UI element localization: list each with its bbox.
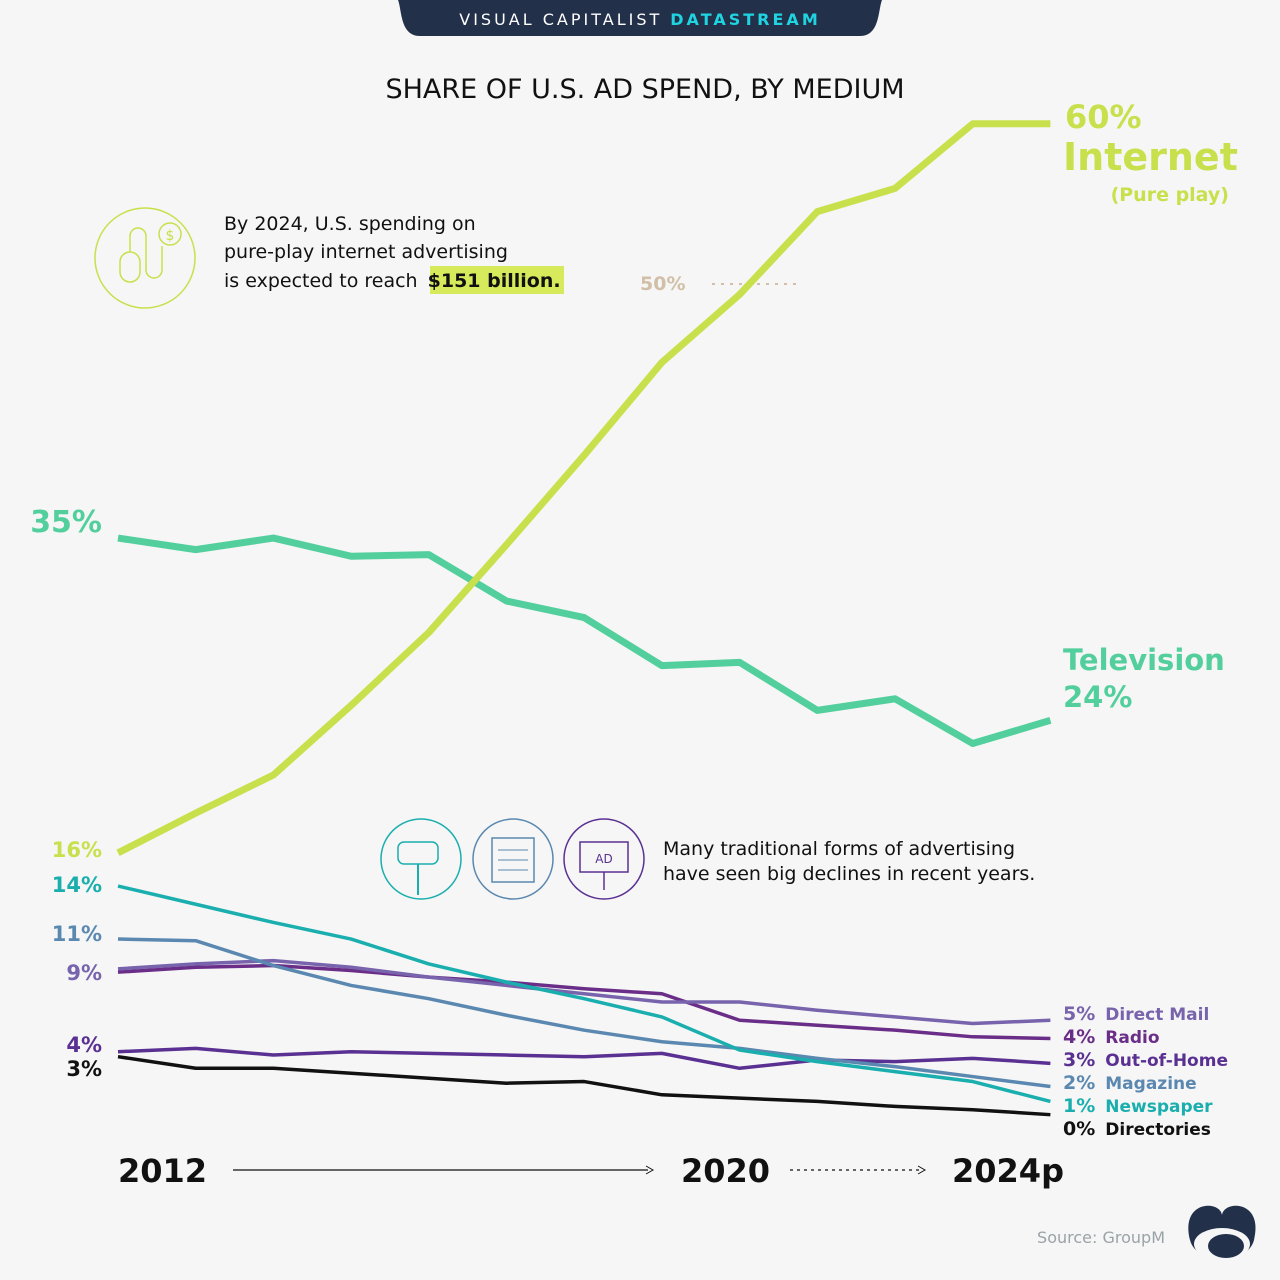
note-line: By 2024, U.S. spending on bbox=[224, 213, 476, 235]
x-tick-2024p: 2024p bbox=[952, 1152, 1064, 1190]
directories-start-label: 3% bbox=[66, 1057, 102, 1081]
binoculars-piggy-logo bbox=[1188, 1205, 1256, 1260]
highlight-box bbox=[430, 266, 564, 294]
x-tick-2020: 2020 bbox=[681, 1152, 770, 1190]
end-label-radio: 4% Radio bbox=[1063, 1026, 1160, 1048]
series-line-television bbox=[117, 534, 1052, 748]
fifty-percent-marker: 50% bbox=[640, 273, 685, 295]
ooh-start-label: 4% bbox=[66, 1033, 102, 1057]
series-line-directories bbox=[117, 1054, 1051, 1117]
end-label-direct-mail: 5% Direct Mail bbox=[1063, 1003, 1209, 1025]
end-label-newspaper: 1% Newspaper bbox=[1063, 1095, 1213, 1117]
svg-text:AD: AD bbox=[595, 852, 612, 866]
note-line: pure-play internet advertising bbox=[224, 241, 508, 263]
brand-text: VISUAL CAPITALIST DATASTREAM bbox=[459, 10, 820, 29]
end-label-magazine: 2% Magazine bbox=[1063, 1072, 1197, 1094]
series-line-internet bbox=[116, 120, 1051, 856]
series-line-magazine bbox=[117, 937, 1051, 1089]
source-text: Source: GroupM bbox=[1037, 1228, 1165, 1247]
note-line: is expected to reach $151 billion. bbox=[224, 270, 561, 292]
newspaper-start-label: 14% bbox=[52, 873, 102, 897]
chart-title: SHARE OF U.S. AD SPEND, BY MEDIUM bbox=[385, 74, 904, 105]
tv-end-value: 24% bbox=[1063, 680, 1132, 714]
svg-text:$: $ bbox=[166, 228, 175, 244]
mailbox-icon bbox=[380, 818, 462, 900]
internet-start-label: 16% bbox=[52, 838, 102, 862]
series-line-newspaper bbox=[117, 884, 1051, 1104]
newspaper-icon bbox=[472, 818, 554, 900]
direct-mail-start-label: 9% bbox=[66, 961, 102, 985]
x-tick-2012: 2012 bbox=[118, 1152, 207, 1190]
end-label-directories: 0% Directories bbox=[1063, 1118, 1211, 1140]
series-line-out-of-home bbox=[117, 1046, 1051, 1071]
magazine-start-label: 11% bbox=[52, 922, 102, 946]
internet-note: $ By 2024, U.S. spending on pure-play in… bbox=[94, 207, 564, 309]
mouse-dollar-icon bbox=[94, 207, 196, 309]
series-line-direct-mail bbox=[117, 958, 1051, 1026]
internet-end-name: Internet bbox=[1063, 135, 1238, 179]
tv-end-name: Television bbox=[1063, 643, 1225, 677]
traditional-note: AD Many traditional forms of advertising… bbox=[380, 818, 1035, 900]
series-line-radio bbox=[117, 963, 1051, 1041]
brand-banner bbox=[398, 0, 882, 36]
end-label-out-of-home: 3% Out-of-Home bbox=[1063, 1049, 1228, 1071]
billboard-icon bbox=[563, 818, 645, 900]
note-line: have seen big declines in recent years. bbox=[663, 863, 1035, 885]
tv-start-label: 35% bbox=[30, 505, 102, 540]
internet-end-value: 60% bbox=[1065, 98, 1142, 136]
internet-end-sub: (Pure play) bbox=[1111, 184, 1229, 206]
series-lines bbox=[116, 120, 1052, 1117]
note-line: Many traditional forms of advertising bbox=[663, 838, 1015, 860]
